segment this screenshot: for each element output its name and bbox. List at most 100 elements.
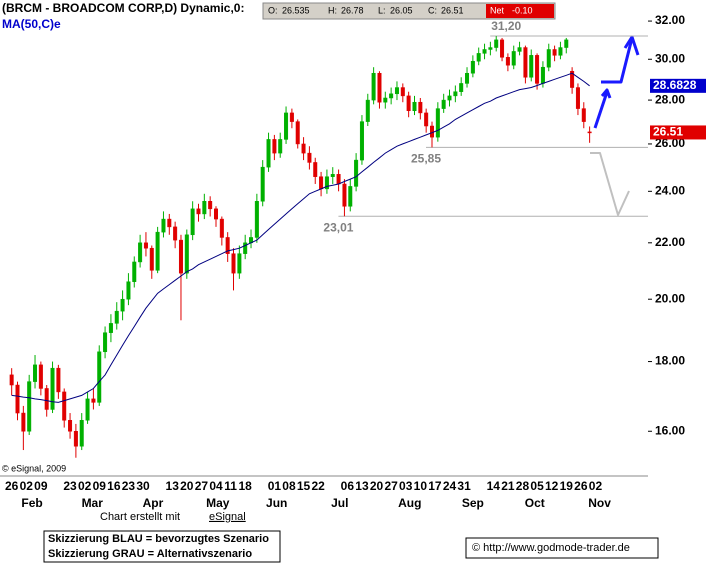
net-bg (486, 4, 554, 18)
candle-body (50, 367, 55, 410)
x-tick-label: 13 (166, 479, 180, 493)
x-tick-label: 31 (457, 479, 471, 493)
website-box (465, 537, 659, 559)
candle-body (132, 261, 137, 282)
candle-body (167, 218, 172, 228)
candle-body (517, 47, 522, 52)
x-tick-label: 09 (93, 479, 107, 493)
month-label: Nov (588, 496, 611, 510)
close-last-label-bg (650, 125, 706, 140)
x-tick-label: 05 (530, 479, 544, 493)
net-value: -0.10 (512, 5, 533, 15)
candle-body (488, 47, 493, 50)
candle-body (494, 39, 499, 48)
candle-body (38, 364, 43, 389)
grey-arrow (590, 152, 630, 216)
candle-body (272, 139, 277, 154)
close-label: C: (428, 5, 437, 15)
candle-body (336, 174, 341, 185)
candle-body (575, 87, 580, 109)
candle-body (126, 281, 131, 300)
scenario-sketch (590, 35, 640, 216)
candle-body (348, 186, 353, 207)
candle-body (260, 166, 265, 202)
level-label: 23,01 (323, 220, 353, 234)
credit-link[interactable]: eSignal (209, 511, 246, 523)
candle-body (587, 131, 592, 134)
candle-body (196, 208, 201, 215)
scenario-box (43, 530, 281, 563)
candle-body (237, 253, 242, 274)
candle-body (505, 57, 510, 66)
candle-body (523, 47, 528, 78)
y-tick-label: 28.00 (655, 92, 685, 106)
month-label: Feb (21, 496, 42, 510)
month-label: Aug (398, 496, 421, 510)
candle-body (68, 420, 73, 432)
candle-body (9, 374, 14, 386)
candle-body (342, 183, 347, 207)
candle-body (138, 242, 143, 263)
candle-body (213, 208, 219, 220)
x-tick-label: 15 (297, 479, 311, 493)
x-tick-label: 20 (370, 479, 384, 493)
low-label: L: (378, 5, 386, 15)
x-tick-label: 23 (63, 479, 77, 493)
candle-body (424, 112, 429, 127)
x-tick-label: 24 (443, 479, 457, 493)
x-tick-label: 11 (224, 479, 237, 493)
candle-body (202, 201, 207, 215)
candle-body (79, 420, 84, 447)
candle-body (143, 242, 148, 249)
candle-body (412, 101, 417, 112)
candle-body (377, 72, 382, 103)
net-label: Net (490, 5, 505, 15)
x-tick-label: 10 (414, 479, 428, 493)
candle-body (581, 108, 586, 122)
scenario-grey: Skizzierung GRAU = Alternativszenario (48, 548, 252, 560)
candle-body (161, 218, 166, 233)
chart-title: (BRCM - BROADCOM CORP,D) Dynamic,0: (2, 1, 244, 15)
candle-body (266, 139, 271, 168)
low-value: 26.05 (390, 5, 413, 15)
quote-box: O: 26.535 H: 26.78 L: 26.05 C: 26.51 Net… (262, 2, 556, 20)
x-tick-label: 21 (501, 479, 515, 493)
candle-body (330, 174, 335, 177)
candle-body (190, 208, 195, 236)
candle-body (389, 93, 394, 99)
quote-bg (262, 2, 556, 20)
candle-body (406, 95, 411, 112)
blue-arrowhead-1 (600, 88, 612, 99)
candle-body (225, 237, 230, 254)
x-tick-label: 02 (20, 479, 34, 493)
candle-body (511, 51, 516, 66)
ma-last-label-bg (650, 78, 706, 93)
candle-body (394, 87, 399, 95)
candle-body (459, 83, 464, 92)
x-tick-label: 08 (282, 479, 296, 493)
candle-body (184, 234, 189, 274)
ma-last-label: 28.6828 (653, 78, 697, 92)
high-value: 26.78 (341, 5, 364, 15)
ma-legend: MA(50,C)e (2, 17, 61, 31)
candle-body (482, 49, 487, 54)
candle-body (371, 72, 376, 101)
candle-body (383, 97, 388, 103)
candle-body (418, 101, 423, 114)
candle-body (535, 55, 540, 84)
month-label: May (206, 496, 230, 510)
x-tick-label: 17 (428, 479, 442, 493)
y-tick-label: 24.00 (655, 183, 685, 197)
candle-body (97, 351, 102, 403)
y-tick-label: 16.00 (655, 423, 685, 437)
candle-body (155, 231, 160, 271)
y-tick-label: 20.00 (655, 291, 685, 305)
credit: Chart erstellt mit (100, 511, 180, 523)
candle-body (21, 412, 26, 432)
high-label: H: (328, 5, 337, 15)
candle-body (62, 391, 67, 421)
x-tick-label: 12 (545, 479, 559, 493)
x-tick-label: 01 (268, 479, 282, 493)
website[interactable]: © http://www.godmode-trader.de (472, 542, 630, 554)
